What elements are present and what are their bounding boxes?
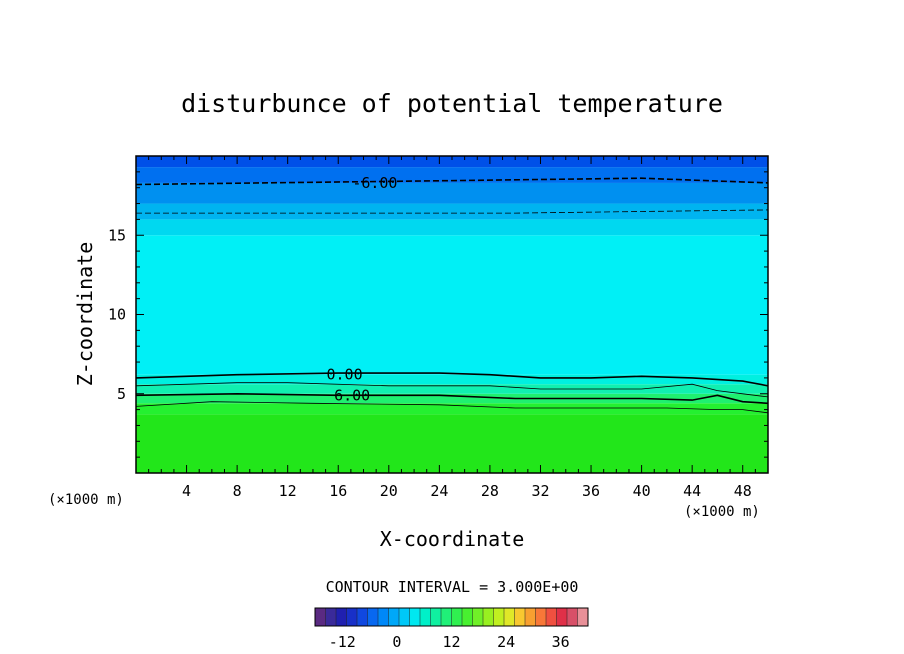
colorbar-swatch-25 (577, 608, 589, 626)
colorbar-swatch-19 (514, 608, 526, 626)
temperature-field (136, 156, 768, 473)
x-tick-label-12: 12 (279, 482, 297, 500)
colorbar-swatch-15 (472, 608, 484, 626)
colorbar-swatch-9 (409, 608, 421, 626)
colorbar-swatch-10 (420, 608, 431, 626)
y-tick-label-15: 15 (108, 226, 126, 244)
contour-line-0 (136, 177, 768, 186)
field-band-3 (136, 384, 768, 394)
y-axis-ticks: 5 10 15 (108, 171, 768, 458)
contour-line-1 (136, 209, 768, 214)
x-tick-label-4: 4 (182, 482, 191, 500)
y-axis-unit: (×1000 m) (48, 492, 124, 508)
contour-label-2: 6.00 (334, 386, 370, 404)
colorbar-swatch-11 (430, 608, 442, 626)
x-axis-unit: (×1000 m) (684, 504, 760, 520)
colorbar-frame (314, 607, 589, 627)
colorbar-tick-label-1: 0 (392, 633, 401, 651)
field-band-5 (136, 235, 768, 375)
x-tick-label-44: 44 (683, 482, 701, 500)
colorbar-swatch-5 (367, 608, 379, 626)
colorbar-swatch-2 (336, 608, 347, 626)
contour-line-5 (136, 401, 768, 414)
colorbar-swatch-6 (378, 608, 389, 626)
contour-line-2 (136, 372, 768, 387)
colorbar-swatch-12 (441, 608, 452, 626)
field-band-9 (136, 167, 768, 183)
x-tick-label-36: 36 (582, 482, 600, 500)
contour-lines (136, 177, 768, 414)
x-axis-ticks: 4 8 12 16 20 24 28 32 36 40 44 48 (148, 156, 756, 500)
contour-line-3 (136, 382, 768, 398)
field-band-0 (136, 414, 768, 473)
colorbar-swatch-21 (535, 608, 547, 626)
colorbar-swatch-16 (483, 608, 494, 626)
colorbar-swatch-17 (493, 608, 505, 626)
field-band-7 (136, 203, 768, 220)
colorbar-labels: -12 0 12 24 36 (329, 633, 570, 651)
colorbar-tick-label-2: 12 (442, 633, 460, 651)
x-tick-label-28: 28 (481, 482, 499, 500)
field-band-4 (136, 374, 768, 385)
colorbar-swatch-23 (556, 608, 568, 626)
x-tick-label-32: 32 (531, 482, 549, 500)
x-axis-title: X-coordinate (380, 527, 525, 551)
x-tick-label-8: 8 (233, 482, 242, 500)
contour-label-0: -6.00 (352, 174, 397, 192)
contour-line-4 (136, 392, 768, 405)
colorbar-swatch-3 (346, 608, 358, 626)
colorbar-swatch-7 (388, 608, 400, 626)
colorbar-tick-label-3: 24 (497, 633, 515, 651)
colorbar-swatch-18 (504, 608, 515, 626)
contour-labels: -6.00 0.00 6.00 (326, 174, 397, 404)
field-band-10 (136, 156, 768, 168)
x-tick-label-24: 24 (430, 482, 448, 500)
colorbar-tick-label-4: 36 (552, 633, 570, 651)
colorbar-swatch-8 (399, 608, 410, 626)
x-tick-label-40: 40 (633, 482, 651, 500)
colorbar-swatch-22 (546, 608, 557, 626)
y-axis-title: Z-coordinate (73, 242, 97, 387)
contour-interval-label: CONTOUR INTERVAL = 3.000E+00 (326, 578, 579, 596)
chart-title: disturbunce of potential temperature (181, 89, 723, 118)
x-tick-label-20: 20 (380, 482, 398, 500)
colorbar-tick-label-0: -12 (329, 633, 356, 651)
field-band-2 (136, 393, 768, 404)
colorbar-swatch-0 (315, 608, 326, 626)
colorbar-swatch-24 (567, 608, 578, 626)
field-band-8 (136, 182, 768, 204)
colorbar (314, 607, 589, 627)
colorbar-swatch-20 (525, 608, 536, 626)
field-band-6 (136, 219, 768, 236)
contour-label-1: 0.00 (326, 366, 362, 384)
colorbar-swatch-1 (325, 608, 337, 626)
colorbar-swatch-13 (451, 608, 463, 626)
x-tick-label-16: 16 (329, 482, 347, 500)
y-tick-label-10: 10 (108, 306, 126, 324)
y-tick-label-5: 5 (117, 385, 126, 403)
x-tick-label-48: 48 (734, 482, 752, 500)
colorbar-swatch-14 (462, 608, 473, 626)
colorbar-swatch-4 (357, 608, 368, 626)
field-band-1 (136, 403, 768, 415)
